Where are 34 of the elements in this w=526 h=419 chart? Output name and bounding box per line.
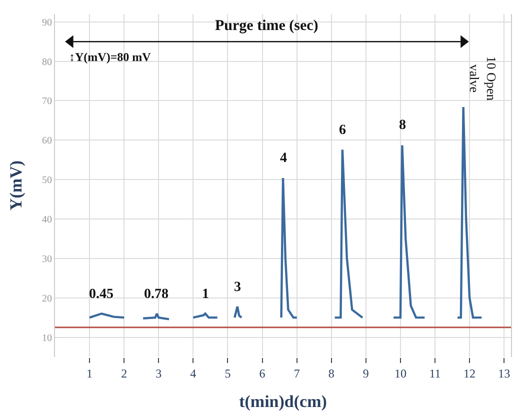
x-tick-label: 13	[498, 366, 510, 380]
annotation: Purge time (sec)	[215, 18, 318, 34]
annotation: ↕Y(mV)=80 mV	[69, 50, 152, 64]
x-tick-label: 4	[190, 366, 196, 380]
x-axis-title: t(min)d(cm)	[239, 392, 327, 411]
annotation: 0.78	[144, 287, 168, 302]
x-tick-label: 3	[156, 366, 162, 380]
x-tick-label: 6	[259, 366, 266, 380]
x-tick-label: 1	[86, 366, 93, 380]
x-tick-label: 5	[224, 366, 231, 380]
annotation: 6	[339, 123, 346, 138]
y-axis-title: Y(mV)	[6, 160, 26, 211]
y-tick-label: 50	[42, 175, 52, 186]
annotation: 10 Open valve	[467, 56, 499, 102]
annotation: 0.45	[89, 287, 114, 302]
x-tick-label: 7	[294, 366, 300, 380]
annotation: 1	[202, 287, 209, 302]
y-tick-label: 10	[42, 332, 52, 344]
x-tick-label: 2	[121, 366, 128, 380]
y-tick-label: 90	[42, 17, 52, 28]
y-tick-label: 70	[42, 96, 52, 108]
y-tick-label: 30	[42, 254, 52, 265]
x-tick-label: 11	[429, 366, 441, 380]
annotation: 3	[234, 280, 241, 295]
x-tick-label: 9	[362, 366, 369, 380]
x-tick-label: 12	[464, 366, 476, 380]
x-tick-label: 10	[394, 366, 406, 380]
y-tick-label: 80	[42, 56, 52, 68]
x-tick-label: 8	[328, 366, 334, 380]
y-tick-label: 40	[42, 214, 52, 226]
y-tick-label: 20	[42, 293, 52, 304]
y-tick-label: 60	[42, 136, 52, 147]
annotation: 4	[280, 151, 287, 166]
annotation: 8	[399, 118, 406, 133]
